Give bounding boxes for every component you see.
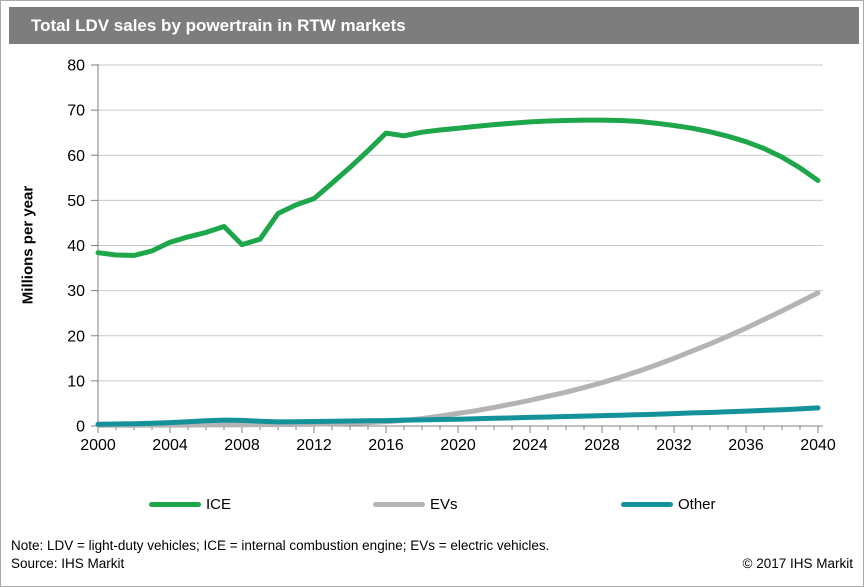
legend-label: EVs	[430, 495, 458, 513]
series-line-other	[95, 405, 821, 427]
page-title: Total LDV sales by powertrain in RTW mar…	[9, 7, 859, 44]
svg-text:20: 20	[67, 328, 85, 345]
x-tick-labels: 2000 2004 2008 2012 2016 2020 2024 2028 2032 2036…	[80, 426, 836, 454]
svg-text:2028: 2028	[584, 437, 620, 454]
svg-text:2000: 2000	[80, 437, 116, 454]
footnote: Note: LDV = light-duty vehicles; ICE = i…	[11, 538, 550, 553]
copyright-label: © 2017 IHS Markit	[742, 556, 854, 571]
legend-item-other: Other	[621, 492, 716, 516]
line-chart: 0 10 20 30 40 50 60 70 80 2000 2004 2008 2012 2016 202…	[67, 58, 836, 455]
svg-text:2012: 2012	[296, 437, 332, 454]
legend-item-evs: EVs	[373, 492, 458, 516]
legend-item-ice: ICE	[149, 492, 231, 516]
legend-label: Other	[678, 495, 716, 513]
svg-text:2016: 2016	[368, 437, 404, 454]
svg-text:60: 60	[67, 148, 85, 165]
legend-swatch	[373, 501, 425, 507]
legend-swatch	[149, 501, 201, 507]
svg-text:2032: 2032	[656, 437, 692, 454]
svg-text:2020: 2020	[440, 437, 476, 454]
svg-text:2036: 2036	[728, 437, 764, 454]
source-label: Source: IHS Markit	[11, 556, 125, 571]
svg-text:2024: 2024	[512, 437, 548, 454]
svg-text:10: 10	[67, 373, 85, 390]
legend-swatch	[621, 501, 673, 507]
svg-text:2004: 2004	[152, 437, 188, 454]
series-line-evs	[95, 290, 821, 428]
svg-text:80: 80	[67, 58, 85, 75]
series-line-ice	[95, 117, 821, 258]
svg-text:2008: 2008	[224, 437, 260, 454]
svg-text:2040: 2040	[800, 437, 836, 454]
svg-text:30: 30	[67, 283, 85, 300]
svg-text:70: 70	[67, 103, 85, 120]
y-gridlines	[98, 64, 823, 382]
svg-text:0: 0	[76, 419, 85, 436]
y-tick-labels: 0 10 20 30 40 50 60 70 80	[67, 58, 98, 436]
legend-label: ICE	[206, 495, 232, 513]
svg-text:50: 50	[67, 193, 85, 210]
svg-text:40: 40	[67, 238, 85, 255]
